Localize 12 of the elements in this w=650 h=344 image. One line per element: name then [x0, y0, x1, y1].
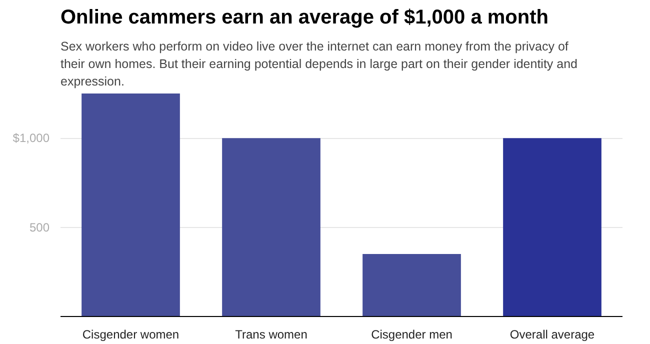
- x-tick-label: Cisgender women: [82, 328, 180, 342]
- x-tick-label: Trans women: [235, 328, 308, 342]
- bar: [222, 138, 320, 316]
- bar: [362, 254, 461, 316]
- bar: [82, 94, 180, 316]
- chart-subtitle: Sex workers who perform on video live over the internet can earn money from the privacy of their own homes. But their earning potential depends in large part on their gender identity and expression.: [60, 40, 578, 88]
- x-tick-label: Cisgender men: [371, 328, 452, 342]
- chart-title: Online cammers earn an average of $1,000 a month: [60, 6, 548, 28]
- x-tick-label: Overall average: [510, 328, 595, 342]
- y-tick-label: 500: [29, 220, 50, 234]
- bar: [503, 138, 602, 316]
- y-tick-label: $1,000: [12, 131, 50, 146]
